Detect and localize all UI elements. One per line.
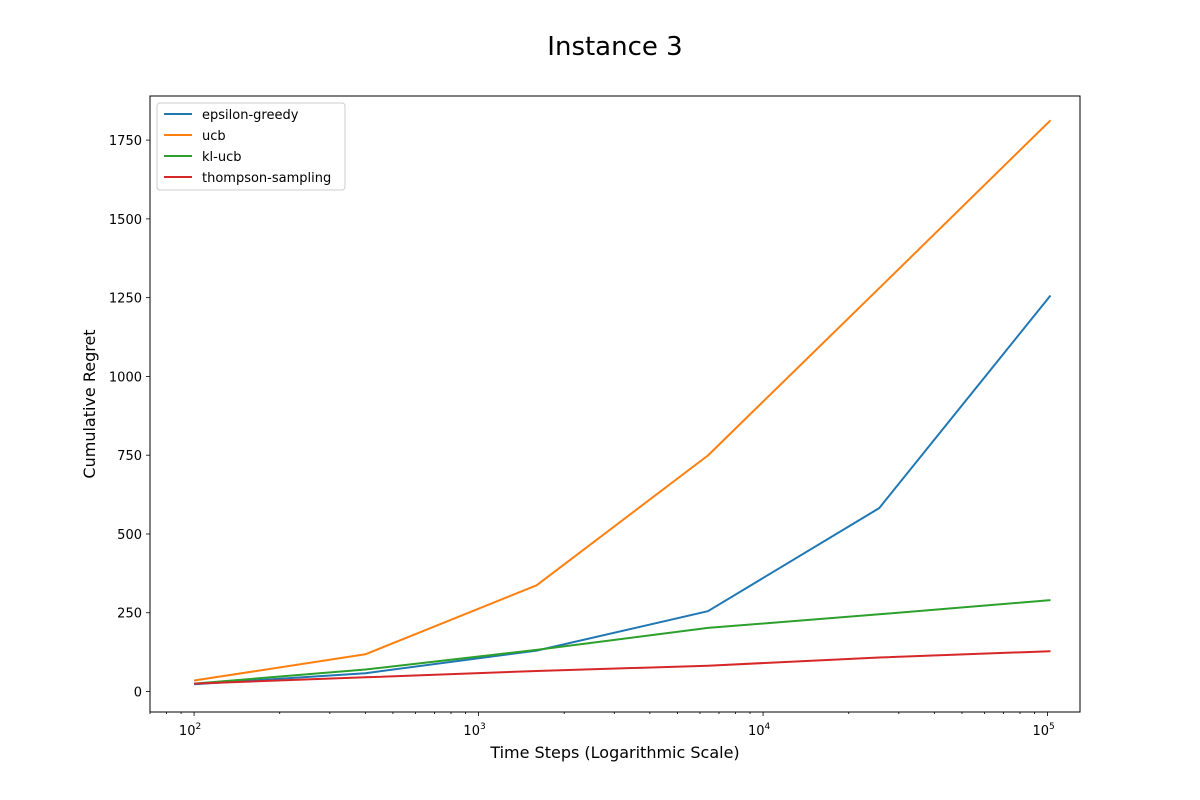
- x-tick-label: 105: [1032, 722, 1054, 739]
- legend-label-epsilon-greedy: epsilon-greedy: [202, 108, 299, 123]
- y-tick-label: 1500: [109, 213, 142, 228]
- y-axis-label: Cumulative Regret: [80, 329, 99, 478]
- y-tick-label: 250: [117, 607, 142, 622]
- x-axis-ticks: 102 103 104 105: [149, 712, 1055, 739]
- legend-label-kl-ucb: kl-ucb: [202, 150, 241, 165]
- x-tick-label: 103: [463, 722, 485, 739]
- y-tick-label: 1000: [109, 370, 142, 385]
- y-tick-label: 750: [117, 449, 142, 464]
- series-line-thompson-sampling: [194, 650, 1051, 685]
- chart-title: Instance 3: [547, 32, 682, 62]
- legend-label-thompson-sampling: thompson-sampling: [202, 171, 331, 186]
- y-tick-label: 1250: [109, 292, 142, 307]
- legend-box: [156, 102, 346, 191]
- series-line-kl-ucb: [194, 599, 1051, 685]
- y-tick-label: 500: [117, 528, 142, 543]
- x-tick-label: 102: [179, 722, 201, 739]
- y-tick-label: 1750: [109, 134, 142, 149]
- x-axis-label: Time Steps (Logarithmic Scale): [489, 743, 739, 762]
- series-layer: [193, 119, 1052, 686]
- legend: epsilon-greedy ucb kl-ucb thompson-sampling: [156, 102, 346, 191]
- y-axis-ticks: 0 250 500 750 1000 1250 1500 1750: [109, 134, 150, 701]
- y-tick-label: 0: [134, 686, 142, 701]
- legend-label-ucb: ucb: [202, 129, 226, 144]
- series-line-epsilon-greedy: [194, 294, 1052, 686]
- series-line-ucb: [193, 119, 1052, 682]
- plot-frame: [149, 95, 1081, 713]
- x-tick-label: 104: [748, 722, 771, 739]
